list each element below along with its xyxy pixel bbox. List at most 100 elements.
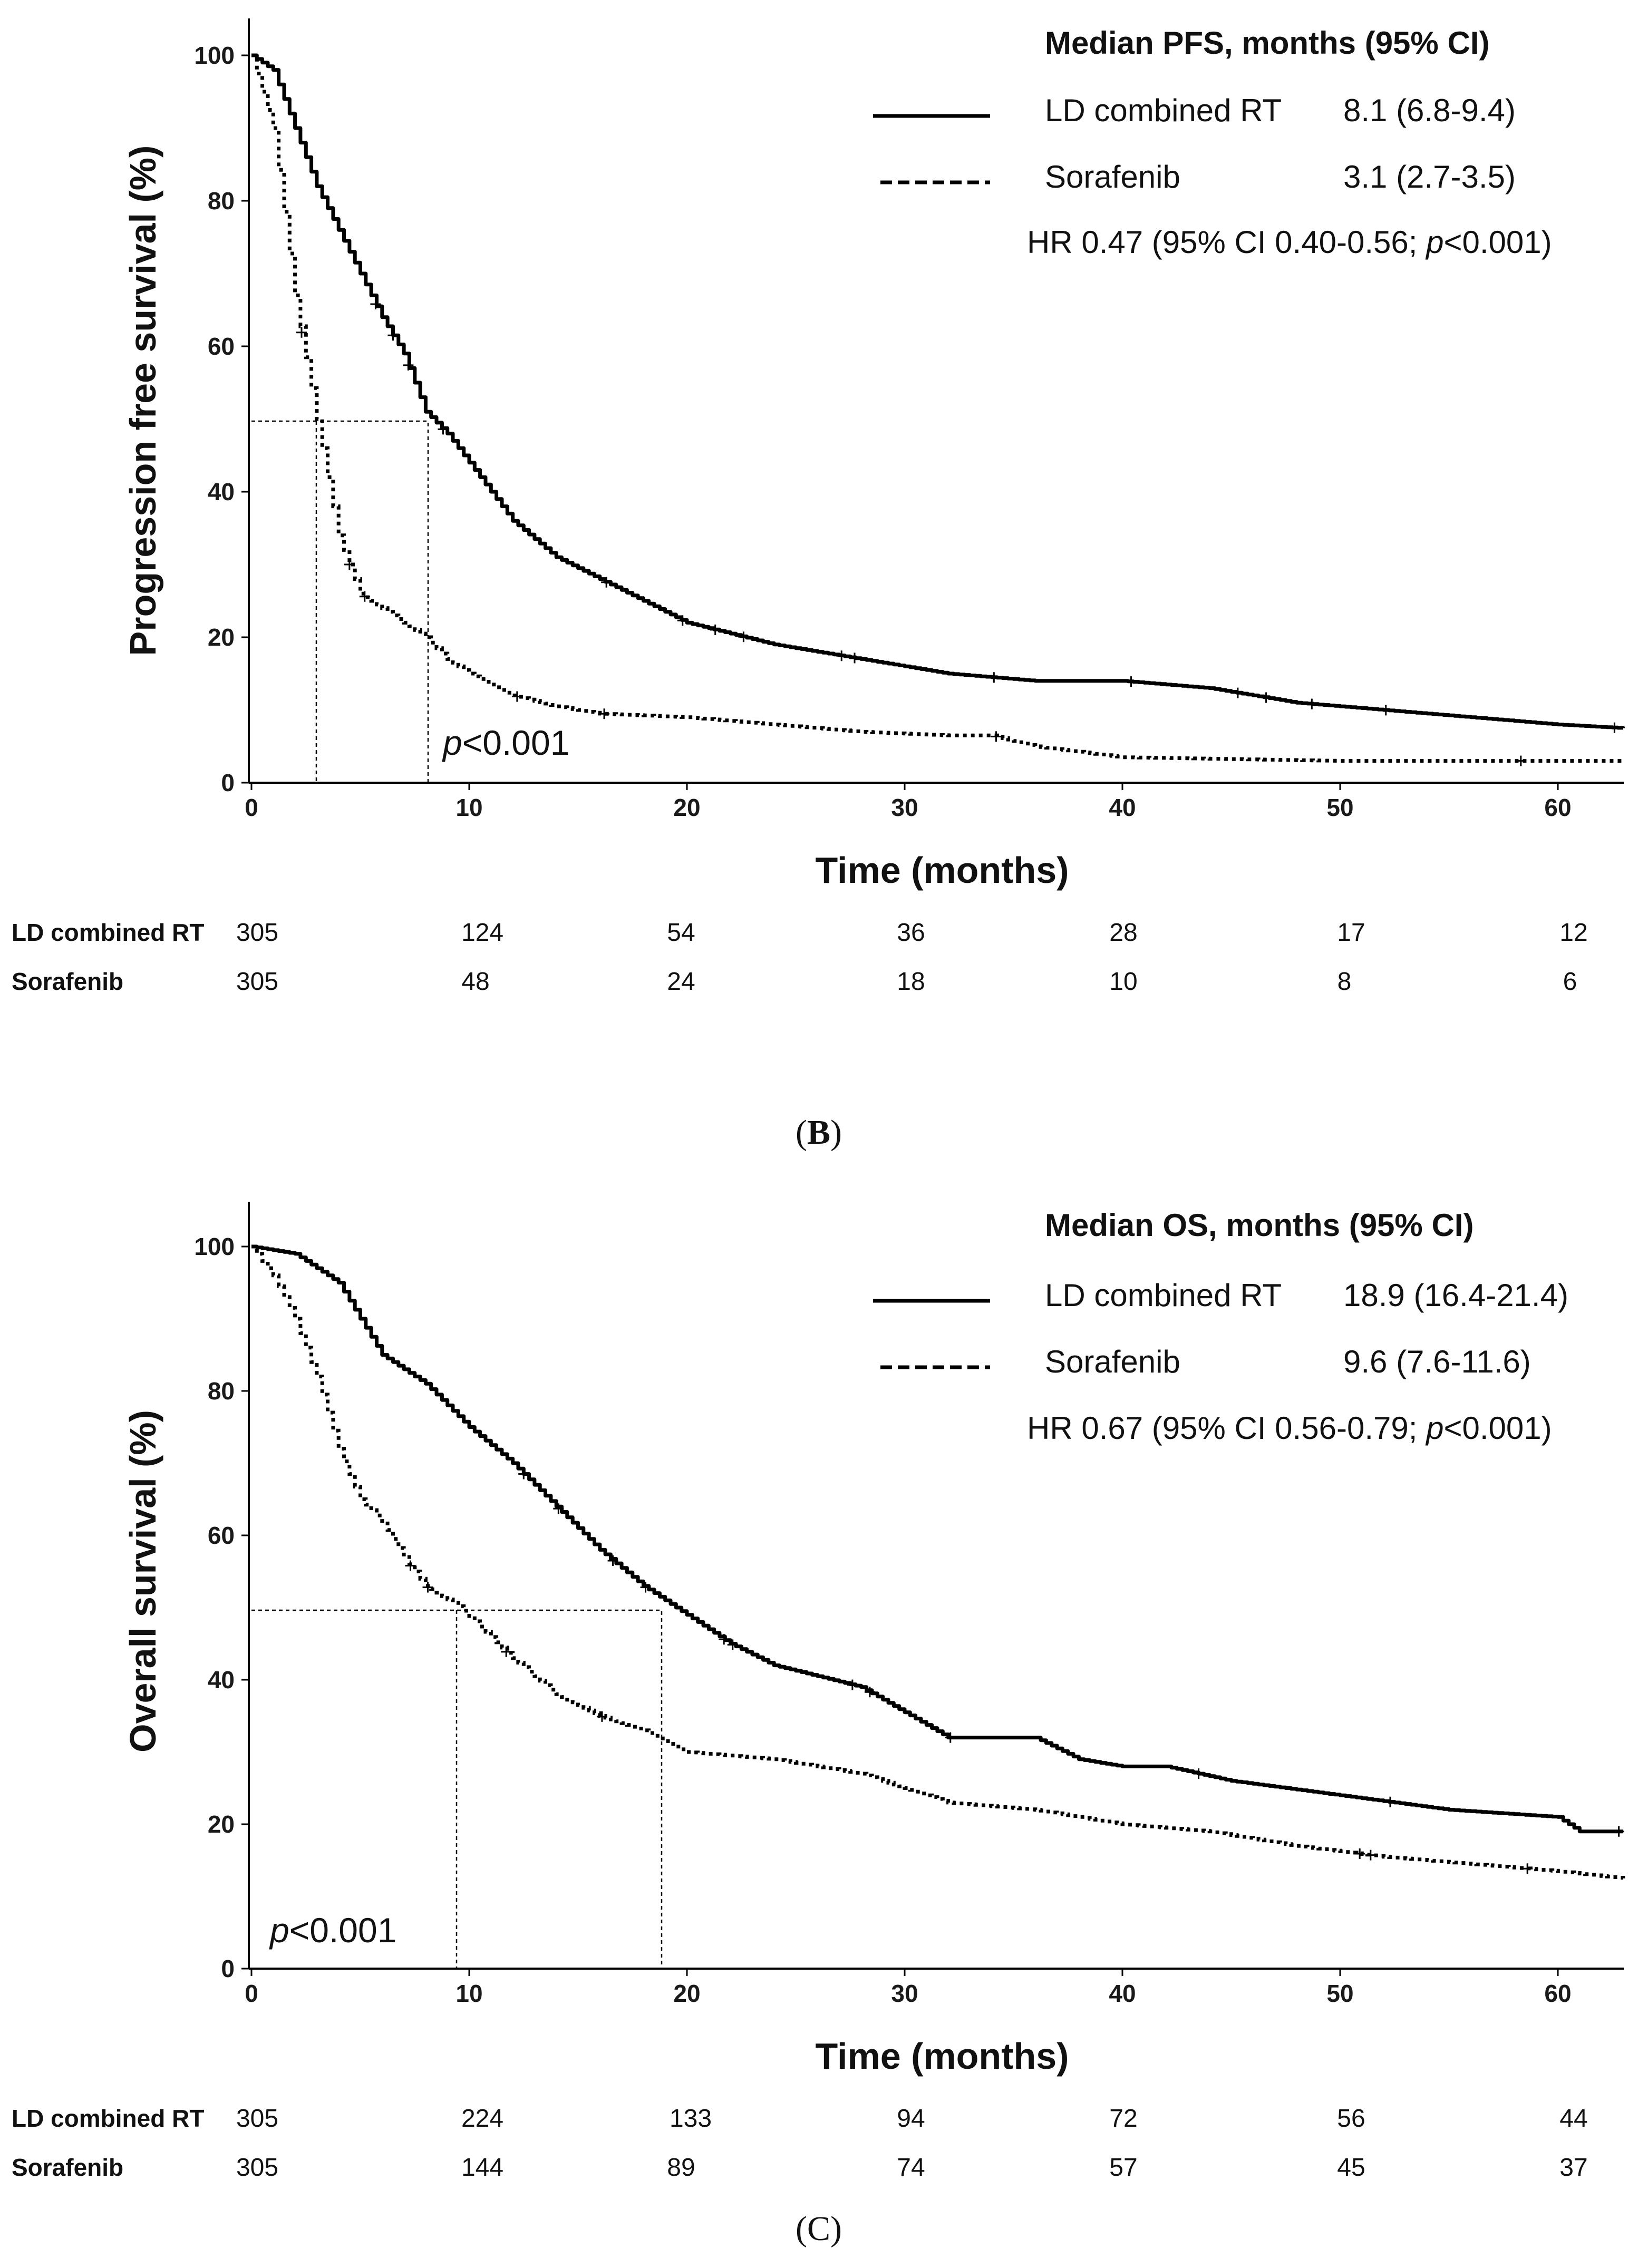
risk-count: 6: [1563, 968, 1577, 996]
panel-label-letter: B: [807, 1113, 830, 1152]
censor-mark: [596, 1711, 607, 1722]
x-tick-label: 60: [1544, 1980, 1571, 2007]
legend-header: Median OS, months (95% CI): [1045, 1208, 1474, 1243]
x-tick-label: 30: [891, 1980, 918, 2007]
censor-mark: [607, 1555, 618, 1566]
censor-mark: [344, 559, 355, 570]
hr-prefix: HR 0.67 (95% CI 0.56-0.79;: [1027, 1410, 1426, 1446]
risk-row-label: Sorafenib: [12, 968, 123, 995]
x-tick-label: 0: [245, 794, 258, 821]
legend: Median PFS, months (95% CI) LD combined …: [873, 25, 1552, 260]
y-tick-label: 0: [221, 1955, 235, 1982]
hr-p: p: [1425, 1410, 1443, 1446]
risk-count: 17: [1337, 919, 1365, 947]
curve-sorafenib: [251, 1244, 1625, 1880]
censor-marks: [405, 1468, 1624, 1874]
censor-mark: [640, 1582, 651, 1593]
p-value-rest: <0.001: [289, 1911, 397, 1950]
censor-mark: [601, 577, 612, 588]
p-value-rest: <0.001: [462, 723, 570, 762]
risk-table: LD combined RT Sorafenib 305 224 133 94 …: [12, 2105, 1588, 2182]
y-tick-label: 60: [208, 333, 235, 360]
risk-row-label: Sorafenib: [12, 2154, 123, 2181]
censor-mark: [422, 1582, 433, 1593]
x-tick-label: 40: [1109, 794, 1136, 821]
risk-count: 89: [667, 2154, 695, 2182]
y-ticks: 0 20 40 60 80 100: [194, 42, 249, 796]
hr-suffix: <0.001): [1443, 1410, 1552, 1446]
x-ticks: 0 10 20 30 40 50 60: [245, 1969, 1572, 2007]
x-axis-title: Time (months): [816, 850, 1069, 891]
censor-mark: [945, 1732, 956, 1743]
censor-mark: [599, 708, 610, 719]
censor-mark: [847, 1679, 858, 1690]
risk-count: 10: [1109, 968, 1137, 996]
censor-mark: [403, 359, 414, 371]
censor-mark: [387, 330, 399, 341]
x-axis-title: Time (months): [816, 2036, 1069, 2077]
censor-mark: [1384, 1796, 1395, 1807]
censor-mark: [991, 731, 1002, 742]
risk-count: 72: [1109, 2105, 1137, 2133]
censor-mark: [405, 1560, 416, 1571]
panel-c: 0 20 40 60 80 100 0 10 20 30 40 50 60 Ov…: [12, 1202, 1625, 2248]
censor-mark: [1522, 1863, 1533, 1874]
risk-count: 44: [1559, 2105, 1587, 2133]
censor-mark: [438, 424, 449, 435]
x-ticks: 0 10 20 30 40 50 60: [245, 783, 1572, 821]
censor-mark: [1515, 755, 1526, 766]
risk-count: 48: [461, 968, 489, 996]
legend-label-sorafenib: Sorafenib: [1045, 1344, 1180, 1379]
y-tick-label: 60: [208, 1522, 235, 1549]
panel-label-open: (: [796, 1113, 807, 1152]
x-tick-label: 20: [673, 1980, 700, 2007]
risk-count: 133: [670, 2105, 712, 2133]
risk-count: 36: [897, 919, 925, 947]
y-tick-label: 20: [208, 1810, 235, 1838]
legend-hazard-ratio: HR 0.67 (95% CI 0.56-0.79; p<0.001): [1027, 1410, 1552, 1446]
y-tick-label: 40: [208, 478, 235, 505]
x-tick-label: 50: [1326, 794, 1353, 821]
censor-mark: [370, 298, 381, 309]
risk-count: 224: [461, 2105, 503, 2133]
censor-mark: [1354, 1848, 1365, 1859]
risk-count: 12: [1559, 919, 1587, 947]
p-value-p: p: [269, 1911, 289, 1950]
x-tick-label: 50: [1326, 1980, 1353, 2007]
risk-count: 305: [236, 968, 278, 996]
censor-mark: [296, 327, 307, 338]
legend-value-sorafenib: 3.1 (2.7-3.5): [1343, 159, 1516, 194]
risk-count: 305: [236, 2154, 278, 2182]
curve-ld-combined-rt: [251, 1244, 1623, 1834]
x-tick-label: 0: [245, 1980, 258, 2007]
censor-mark: [1613, 1826, 1624, 1837]
risk-count: 94: [897, 2105, 925, 2133]
x-tick-label: 30: [891, 794, 918, 821]
y-axis-title: Progression free survival (%): [122, 145, 163, 656]
censor-mark: [1126, 676, 1137, 687]
censor-mark: [553, 1503, 564, 1514]
legend-header: Median PFS, months (95% CI): [1045, 25, 1489, 61]
risk-count: 54: [667, 919, 695, 947]
censor-mark: [849, 653, 860, 664]
curve-ld-combined-rt: [251, 53, 1625, 730]
p-value: p<0.001: [269, 1911, 396, 1950]
median-line-ld: [251, 420, 429, 783]
risk-count: 45: [1337, 2154, 1365, 2182]
legend: Median OS, months (95% CI) LD combined R…: [873, 1208, 1568, 1446]
risk-count: 8: [1337, 968, 1352, 996]
legend-label-ld: LD combined RT: [1045, 93, 1282, 128]
risk-count: 305: [236, 919, 278, 947]
panel-label-letter: C: [807, 2209, 830, 2248]
censor-mark: [719, 1634, 730, 1645]
risk-row-label: LD combined RT: [12, 919, 204, 946]
risk-row-label: LD combined RT: [12, 2105, 204, 2132]
x-tick-label: 20: [673, 794, 700, 821]
risk-count: 74: [897, 2154, 925, 2182]
p-value-p: p: [442, 723, 462, 762]
p-value: p<0.001: [442, 723, 569, 762]
censor-marks: [296, 298, 1620, 766]
legend-label-sorafenib: Sorafenib: [1045, 159, 1180, 194]
x-tick-label: 10: [455, 794, 482, 821]
